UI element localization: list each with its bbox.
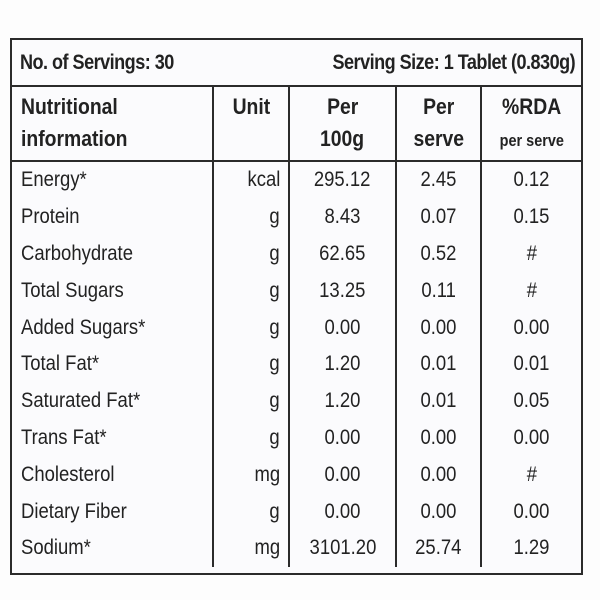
nutrient-rda: 0.15	[480, 198, 581, 236]
nutrition-table: Nutritional information Unit Per 100g Pe…	[12, 87, 581, 567]
nutrient-unit: g	[212, 345, 289, 383]
nutrient-name: Cholesterol	[21, 462, 115, 486]
nutrient-name: Energy*	[21, 168, 87, 192]
nutrient-unit: g	[212, 309, 289, 346]
nutrient-per-100g: 8.43	[288, 198, 396, 236]
nutrient-row: Cholesterol mg 0.00 0.00 #	[12, 456, 581, 494]
nutrient-name: Total Fat*	[21, 352, 100, 376]
nutrient-unit: g	[212, 419, 289, 457]
nutrient-per-serve: 0.00	[395, 309, 481, 346]
nutrient-per-100g: 1.20	[288, 382, 396, 420]
nutrient-rda: 1.29	[480, 529, 581, 567]
nutrient-unit: kcal	[212, 161, 289, 199]
servings-count: No. of Servings: 30	[20, 50, 174, 74]
header-row: Nutritional information Unit Per 100g Pe…	[12, 87, 581, 162]
nutrient-per-100g: 62.65	[288, 235, 396, 273]
nutrient-rda: 0.01	[480, 345, 581, 383]
nutrient-per-100g: 0.00	[288, 309, 396, 346]
nutrient-unit: g	[212, 272, 289, 310]
nutrient-rda: 0.00	[480, 419, 581, 457]
nutrient-name: Total Sugars	[21, 278, 124, 302]
nutrient-unit: g	[212, 235, 289, 273]
nutrient-per-100g: 0.00	[288, 493, 396, 530]
nutrient-per-100g: 1.20	[288, 345, 396, 383]
header-unit: Unit	[212, 87, 289, 162]
nutrient-rda: 0.00	[480, 493, 581, 530]
nutrient-row: Sodium* mg 3101.20 25.74 1.29	[12, 529, 581, 567]
nutrition-facts-label: No. of Servings: 30 Serving Size: 1 Tabl…	[10, 38, 583, 575]
nutrient-per-serve: 0.11	[395, 272, 481, 310]
nutrient-per-serve: 0.01	[395, 382, 481, 420]
nutrient-row: Saturated Fat* g 1.20 0.01 0.05	[12, 382, 581, 420]
nutrient-name: Protein	[21, 205, 80, 229]
serving-size: Serving Size: 1 Tablet (0.830g)	[332, 50, 575, 74]
nutrient-unit: g	[212, 382, 289, 420]
nutrient-rows: Energy* kcal 295.12 2.45 0.12 Protein g 8.43 0.0…	[12, 161, 581, 567]
nutrient-name: Carbohydrate	[21, 241, 133, 265]
nutrient-per-serve: 2.45	[395, 161, 481, 199]
nutrient-rda: 0.05	[480, 382, 581, 420]
nutrient-per-serve: 0.00	[395, 419, 481, 457]
nutrient-per-serve: 0.00	[395, 456, 481, 494]
nutrient-per-serve: 0.01	[395, 345, 481, 383]
nutrient-unit: mg	[212, 529, 289, 567]
nutrient-row: Carbohydrate g 62.65 0.52 #	[12, 235, 581, 273]
nutrient-unit: mg	[212, 456, 289, 494]
nutrient-rda: 0.00	[480, 309, 581, 346]
nutrient-row: Total Fat* g 1.20 0.01 0.01	[12, 345, 581, 383]
nutrient-name: Dietary Fiber	[21, 499, 127, 523]
nutrient-row: Energy* kcal 295.12 2.45 0.12	[12, 161, 581, 199]
nutrient-per-serve: 25.74	[395, 529, 481, 567]
nutrient-name: Sodium*	[21, 536, 91, 560]
nutrient-row: Total Sugars g 13.25 0.11 #	[12, 272, 581, 310]
nutrient-per-100g: 0.00	[288, 419, 396, 457]
nutrient-rda: #	[480, 272, 581, 310]
nutrient-per-100g: 0.00	[288, 456, 396, 494]
nutrient-per-100g: 13.25	[288, 272, 396, 310]
nutrient-per-100g: 295.12	[288, 161, 396, 199]
nutrient-row: Dietary Fiber g 0.00 0.00 0.00	[12, 493, 581, 530]
header-nutritional-information: Nutritional information	[12, 87, 213, 162]
nutrient-per-serve: 0.07	[395, 198, 481, 236]
nutrient-name: Added Sugars*	[21, 315, 146, 339]
nutrient-per-serve: 0.00	[395, 493, 481, 530]
nutrient-per-100g: 3101.20	[288, 529, 396, 567]
nutrient-rda: #	[480, 235, 581, 273]
header-per-serve: Per serve	[395, 87, 481, 162]
nutrient-row: Protein g 8.43 0.07 0.15	[12, 198, 581, 236]
nutrient-unit: g	[212, 493, 289, 530]
nutrient-name: Saturated Fat*	[21, 389, 141, 413]
nutrient-name: Trans Fat*	[21, 425, 107, 449]
servings-row: No. of Servings: 30 Serving Size: 1 Tabl…	[12, 40, 581, 87]
nutrient-unit: g	[212, 198, 289, 236]
nutrient-row: Added Sugars* g 0.00 0.00 0.00	[12, 309, 581, 346]
nutrient-row: Trans Fat* g 0.00 0.00 0.00	[12, 419, 581, 457]
nutrient-rda: #	[480, 456, 581, 494]
header-per-100g: Per 100g	[288, 87, 396, 162]
header-rda: %RDA per serve	[480, 87, 581, 162]
nutrient-per-serve: 0.52	[395, 235, 481, 273]
nutrient-rda: 0.12	[480, 161, 581, 199]
